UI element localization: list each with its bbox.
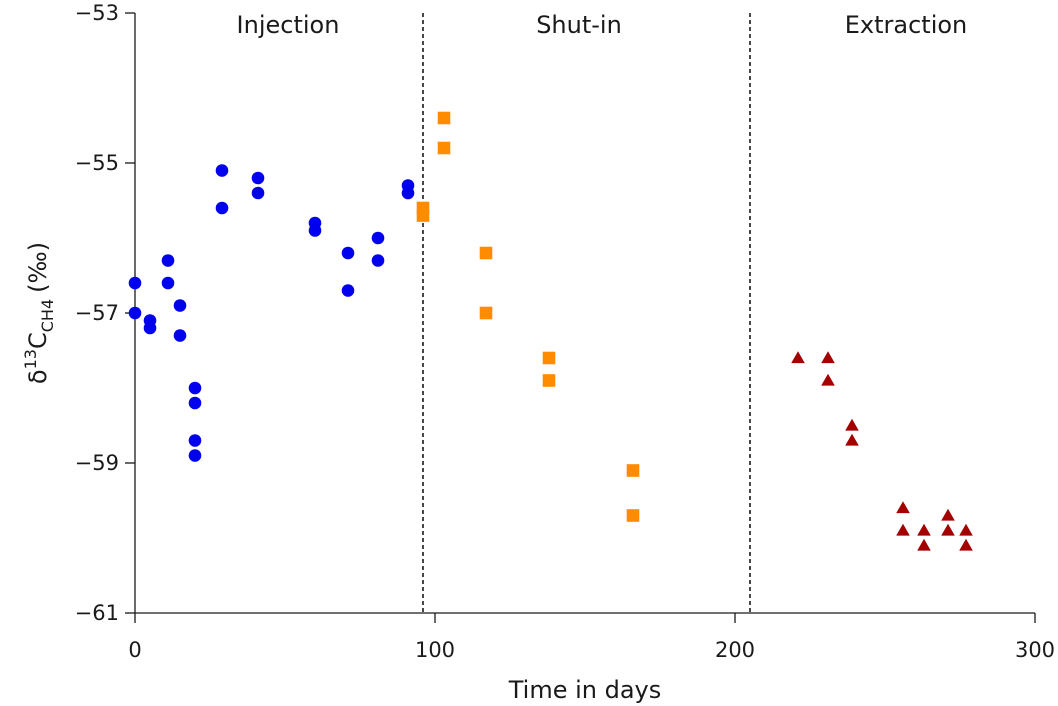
data-point-triangle — [941, 508, 955, 521]
data-point-circle — [161, 254, 175, 267]
x-tick-label: 300 — [1015, 638, 1055, 662]
data-point-circle — [188, 449, 202, 462]
x-tick-label: 200 — [715, 638, 755, 662]
data-point-circle — [341, 246, 355, 260]
x-axis-label: Time in days — [508, 676, 662, 704]
data-point-circle — [188, 434, 202, 447]
data-point-triangle — [821, 373, 835, 386]
y-axis-label-subscript: CH4 — [38, 299, 57, 332]
data-point-triangle — [917, 523, 931, 536]
data-point-square — [542, 374, 556, 387]
plot-area: −53 −55 −57 −59 −61 0 100 200 300 Injection Shut-i… — [75, 1, 1055, 662]
y-tick-label: −55 — [75, 151, 119, 175]
y-axis-label-unit: (‰) — [24, 242, 52, 293]
data-point-circle — [251, 186, 265, 200]
y-tick-label: −57 — [75, 301, 119, 325]
data-point-square — [437, 141, 451, 155]
data-point-triangle — [791, 351, 805, 364]
data-point-circle — [251, 171, 265, 185]
data-point-triangle — [917, 538, 931, 551]
data-point-triangle — [959, 538, 973, 551]
phase-label: Injection — [237, 11, 340, 39]
y-axis-label-superscript: 13 — [21, 349, 40, 369]
data-point-square — [437, 111, 451, 125]
data-point-circle — [308, 224, 322, 237]
x-tick-label: 100 — [415, 638, 455, 662]
data-point-triangle — [941, 523, 955, 536]
data-point-circle — [128, 306, 142, 320]
data-point-circle — [161, 276, 175, 290]
data-point-circle — [173, 299, 187, 312]
y-tick-label: −53 — [75, 1, 119, 25]
data-point-circle — [215, 164, 229, 177]
data-point-square — [416, 209, 430, 222]
y-tick-label: −61 — [75, 601, 119, 625]
data-point-circle — [401, 186, 415, 200]
data-point-triangle — [896, 523, 910, 536]
data-point-circle — [173, 329, 187, 342]
data-point-square — [626, 509, 640, 522]
y-tick-label: −59 — [75, 451, 119, 475]
data-point-circle — [371, 254, 385, 267]
data-point-circle — [188, 396, 202, 410]
phase-label: Extraction — [845, 11, 968, 39]
data-point-square — [479, 306, 493, 320]
data-point-square — [626, 464, 640, 477]
data-point-circle — [128, 276, 142, 290]
data-point-triangle — [845, 433, 859, 446]
data-point-triangle — [896, 501, 910, 514]
data-point-triangle — [959, 523, 973, 536]
data-point-triangle — [845, 418, 859, 431]
phase-label: Shut-in — [536, 11, 622, 39]
data-point-circle — [143, 321, 157, 335]
data-point-square — [479, 246, 493, 260]
y-axis-label: δ13CCH4 (‰) — [21, 242, 57, 384]
data-point-circle — [341, 284, 355, 297]
data-point-square — [542, 351, 556, 365]
data-point-triangle — [821, 351, 835, 364]
x-tick-label: 0 — [128, 638, 141, 662]
data-point-circle — [188, 381, 202, 395]
data-point-circle — [215, 201, 229, 215]
y-axis-label-element: C — [24, 332, 52, 349]
data-point-circle — [371, 231, 385, 245]
y-axis-label-delta: δ — [24, 369, 52, 384]
